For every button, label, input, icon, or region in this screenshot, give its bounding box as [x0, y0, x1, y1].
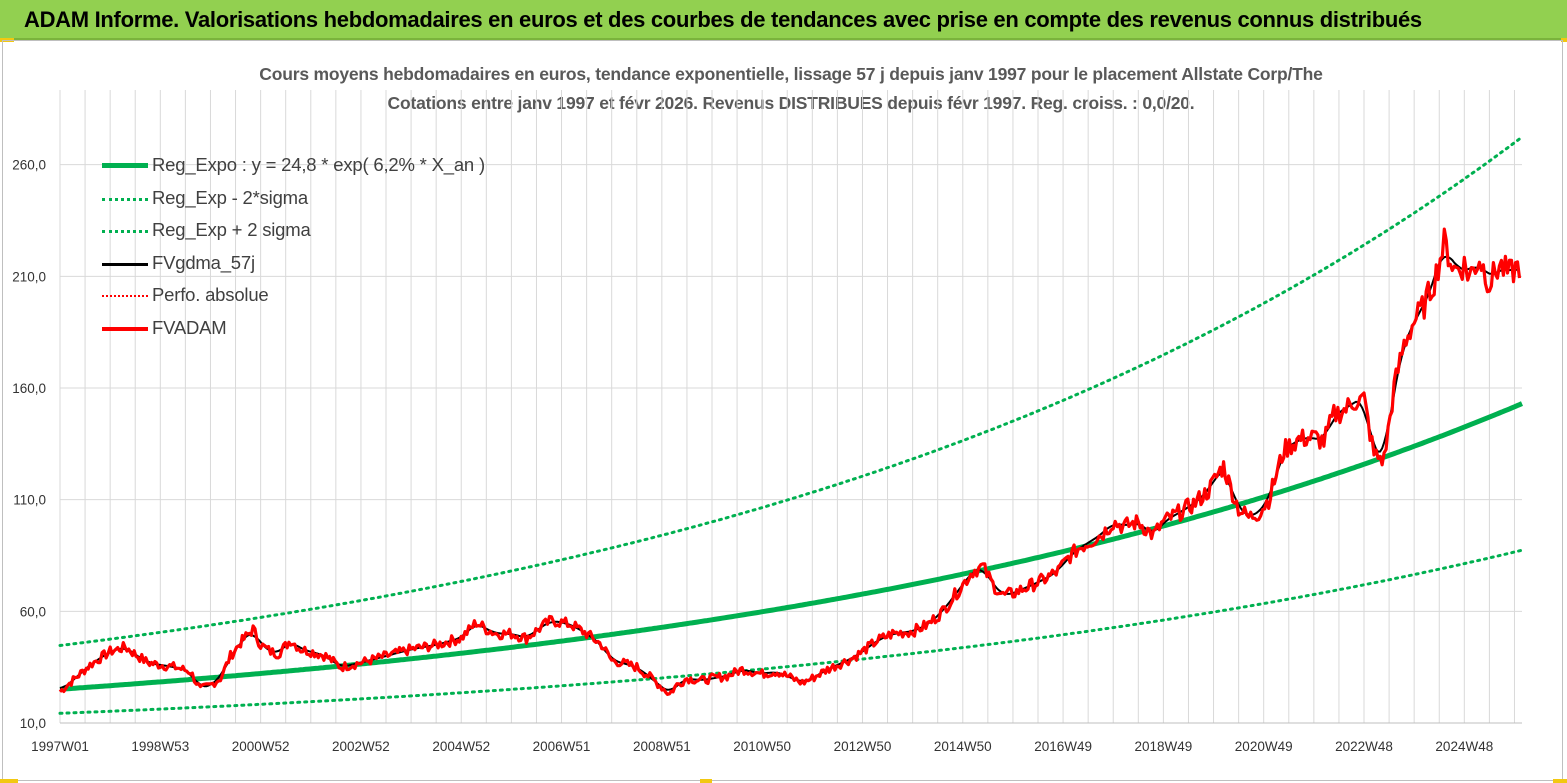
footer-accent [700, 779, 712, 783]
x-tick-label: 2022W48 [1335, 739, 1393, 754]
x-tick-label: 2000W52 [232, 739, 290, 754]
chart-title-line1: Cours moyens hebdomadaires en euros, ten… [259, 64, 1323, 84]
y-tick-label: 210,0 [12, 269, 46, 284]
x-tick-label: 1998W53 [131, 739, 189, 754]
series-reg-exp-minus-2-sigma [58, 548, 1524, 715]
legend-label-reg-expo: Reg_Expo : y = 24,8 * exp( 6,2% * X_an ) [152, 154, 485, 175]
y-tick-label: 110,0 [13, 493, 46, 508]
chart-frame [2, 40, 1563, 781]
x-tick-label: 2008W51 [633, 739, 691, 754]
footer-accent [0, 779, 18, 783]
x-tick-label: 2024W48 [1435, 739, 1493, 754]
x-tick-label: 2002W52 [332, 739, 390, 754]
series-lines [58, 135, 1524, 715]
series-reg-expo [59, 401, 1524, 692]
x-tick-label: 2012W50 [834, 739, 892, 754]
legend-swatch-fvadam [102, 326, 148, 331]
series-fvgdma-57j [59, 255, 1520, 691]
x-tick-label: 1997W01 [31, 739, 89, 754]
legend-swatch-perfo [102, 295, 148, 298]
report-banner: ADAM Informe. Valorisations hebdomadaire… [0, 0, 1567, 40]
x-tick-label: 2016W49 [1034, 739, 1092, 754]
y-tick-label: 160,0 [12, 381, 46, 396]
legend-label-fvadam: FVADAM [152, 316, 227, 338]
x-tick-label: 2018W49 [1134, 739, 1192, 754]
banner-title: ADAM Informe. Valorisations hebdomadaire… [24, 7, 1422, 32]
banner-accent [1561, 38, 1567, 42]
series-reg-exp-plus-2-sigma [58, 135, 1524, 647]
x-tick-label: 2014W50 [934, 739, 992, 754]
chart-title-line2: Cotations entre janv 1997 et févr 2026. … [387, 93, 1195, 113]
y-tick-label: 60,0 [20, 604, 46, 619]
legend-label-reg-high: Reg_Exp + 2 sigma [152, 219, 311, 241]
legend-label-perfo: Perfo. absolue [152, 284, 269, 306]
legend-swatch-reg-high [102, 230, 148, 234]
x-tick-label: 2010W50 [733, 739, 791, 754]
y-tick-label: 260,0 [12, 158, 46, 173]
legend-label-reg-low: Reg_Exp - 2*sigma [152, 186, 308, 208]
series-fvadam [58, 227, 1522, 696]
grid-lines [59, 90, 1522, 724]
legend-swatch-reg-expo [102, 163, 148, 168]
x-tick-label: 2020W49 [1235, 739, 1293, 754]
footer-accent [1553, 779, 1567, 783]
x-tick-label: 2006W51 [533, 739, 591, 754]
legend-swatch-reg-low [102, 197, 148, 201]
legend-swatch-fvgdma [102, 262, 148, 266]
legend-label-fvgdma: FVgdma_57j [152, 251, 255, 273]
y-tick-label: 10,0 [20, 716, 46, 731]
axis-tick-labels: 10,0 60,0 110,0 160,0 210,0 260,0 1997W01 1998W… [12, 158, 1493, 754]
x-tick-label: 2004W52 [432, 739, 490, 754]
